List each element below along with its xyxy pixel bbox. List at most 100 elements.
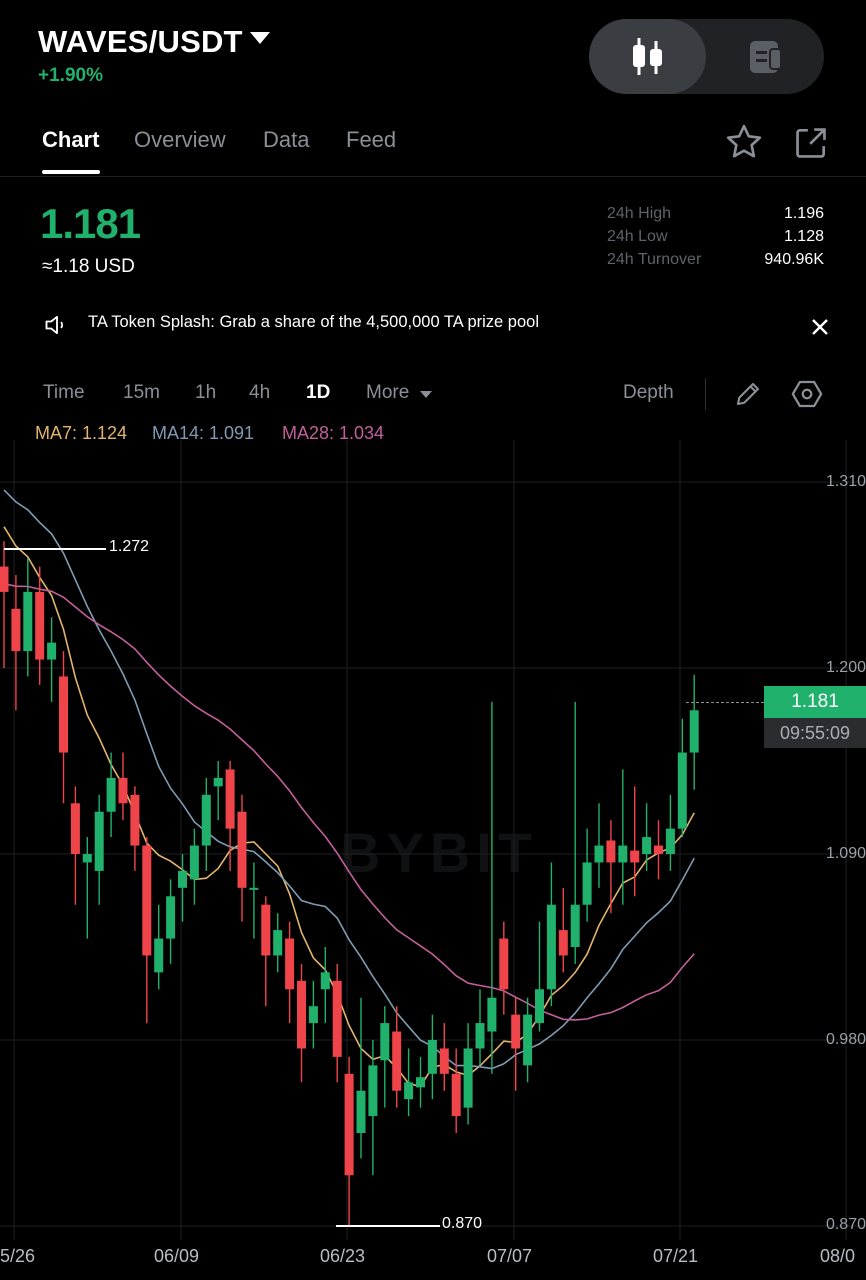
candlestick-chart[interactable] <box>0 440 866 1240</box>
low-marker-line <box>336 1225 440 1227</box>
candle-body-up <box>677 752 687 829</box>
candle-body-down <box>392 1031 402 1091</box>
watermark: BYBIT <box>340 821 538 884</box>
candle-body-down <box>511 1014 521 1049</box>
x-tick-label: 06/23 <box>320 1246 366 1266</box>
candle-body-up <box>463 1048 473 1108</box>
candle-body-up <box>23 591 33 652</box>
candle-body-up <box>201 794 211 846</box>
y-tick-label: 1.090 <box>825 845 866 862</box>
pencil-icon[interactable] <box>733 379 763 414</box>
candle-body-down <box>439 1048 449 1074</box>
share-icon[interactable] <box>792 124 830 167</box>
candle-body-up <box>523 1014 533 1066</box>
candle-body-up <box>582 862 592 905</box>
candle-body-down <box>70 803 80 854</box>
stat-label-high: 24h High <box>607 205 672 222</box>
candle-body-up <box>82 854 92 863</box>
x-tick-label: 06/09 <box>154 1246 200 1266</box>
timeframe-1d[interactable]: 1D <box>306 382 331 403</box>
candle-body-up <box>320 972 330 990</box>
news-view-button[interactable] <box>706 19 824 94</box>
candle-body-down <box>654 845 663 854</box>
tab-data[interactable]: Data <box>263 127 310 152</box>
timeframe-15m[interactable]: 15m <box>123 382 160 403</box>
timeframe-4h[interactable]: 4h <box>249 382 271 403</box>
candle-body-up <box>427 1040 437 1074</box>
candlestick-icon <box>633 38 662 75</box>
candle-body-down <box>499 938 509 990</box>
favorite-star-icon[interactable] <box>724 122 764 167</box>
high-marker-label: 1.272 <box>109 538 150 555</box>
candle-body-down <box>237 811 247 888</box>
timeframe-more[interactable]: More <box>366 382 410 403</box>
x-tick-label: 08/0 <box>820 1246 856 1266</box>
caret-down-icon[interactable] <box>250 32 270 44</box>
candle-body-up <box>273 930 283 956</box>
high-marker-line <box>4 548 106 550</box>
candle-body-down <box>630 850 640 863</box>
more-caret-icon[interactable] <box>420 391 432 398</box>
current-price-tag: 1.181 <box>764 686 866 718</box>
candle-body-up <box>689 710 699 753</box>
ma7-legend: MA7: 1.124 <box>35 423 128 443</box>
stat-value-turnover: 940.96K <box>764 251 824 268</box>
candle-body-up <box>380 1023 390 1061</box>
ma28-legend: MA28: 1.034 <box>282 423 385 443</box>
y-tick-label: 1.200 <box>825 659 866 676</box>
candle-body-up <box>94 811 104 871</box>
ma28-line <box>3 583 695 1021</box>
candle-body-up <box>249 887 259 890</box>
stat-label-low: 24h Low <box>607 228 668 245</box>
change-percent: +1.90% <box>38 65 103 86</box>
candle-body-down <box>11 608 21 652</box>
timeframe-1h[interactable]: 1h <box>195 382 217 403</box>
candle-body-down <box>261 904 271 956</box>
candle-body-down <box>451 1073 461 1117</box>
candle-body-up <box>47 642 57 660</box>
settings-hexagon-icon[interactable] <box>790 377 824 416</box>
y-tick-label: 1.310 <box>825 473 866 490</box>
candle-countdown: 09:55:09 <box>764 718 866 748</box>
candle-body-up <box>154 938 164 973</box>
candle-body-up <box>546 904 556 990</box>
close-icon[interactable] <box>808 315 832 344</box>
candle-body-down <box>344 1073 354 1176</box>
candle-body-up <box>368 1065 378 1117</box>
last-price: 1.181 <box>40 200 141 247</box>
candlestick-view-button[interactable] <box>589 19 706 94</box>
current-price-line <box>686 702 764 703</box>
announcement-text[interactable]: TA Token Splash: Grab a share of the 4,5… <box>88 313 539 331</box>
speaker-icon <box>43 311 71 344</box>
candle-body-down <box>558 930 568 956</box>
candle-body-up <box>570 904 580 947</box>
tab-feed[interactable]: Feed <box>346 127 397 152</box>
candle-body-up <box>594 845 604 863</box>
candle-body-down <box>130 794 140 846</box>
tab-chart[interactable]: Chart <box>42 127 100 152</box>
stat-label-turnover: 24h Turnover <box>607 251 702 268</box>
timeframe-time[interactable]: Time <box>43 382 85 403</box>
candle-body-down <box>332 980 342 1057</box>
depth-button[interactable]: Depth <box>623 382 674 403</box>
tab-overview[interactable]: Overview <box>134 127 226 152</box>
x-tick-label: 07/21 <box>653 1246 699 1266</box>
y-tick-label: 0.980 <box>825 1031 866 1048</box>
candle-body-down <box>606 840 616 863</box>
pair-title[interactable]: WAVES/USDT <box>38 24 243 59</box>
candle-body-down <box>35 591 45 660</box>
header-divider <box>0 176 866 177</box>
candle-body-up <box>642 837 652 854</box>
candle-body-up <box>213 777 223 787</box>
stat-value-low: 1.128 <box>783 228 824 245</box>
candle-body-down <box>297 980 306 1049</box>
candle-body-up <box>665 828 675 854</box>
news-icon <box>750 41 782 73</box>
candle-body-down <box>285 938 295 990</box>
y-tick-label: 0.870 <box>825 1216 866 1233</box>
candle-body-up <box>475 1023 485 1049</box>
candle-body-down <box>142 845 152 956</box>
candle-body-down <box>0 566 9 592</box>
candle-body-up <box>356 1090 366 1133</box>
candle-body-up <box>416 1077 425 1088</box>
